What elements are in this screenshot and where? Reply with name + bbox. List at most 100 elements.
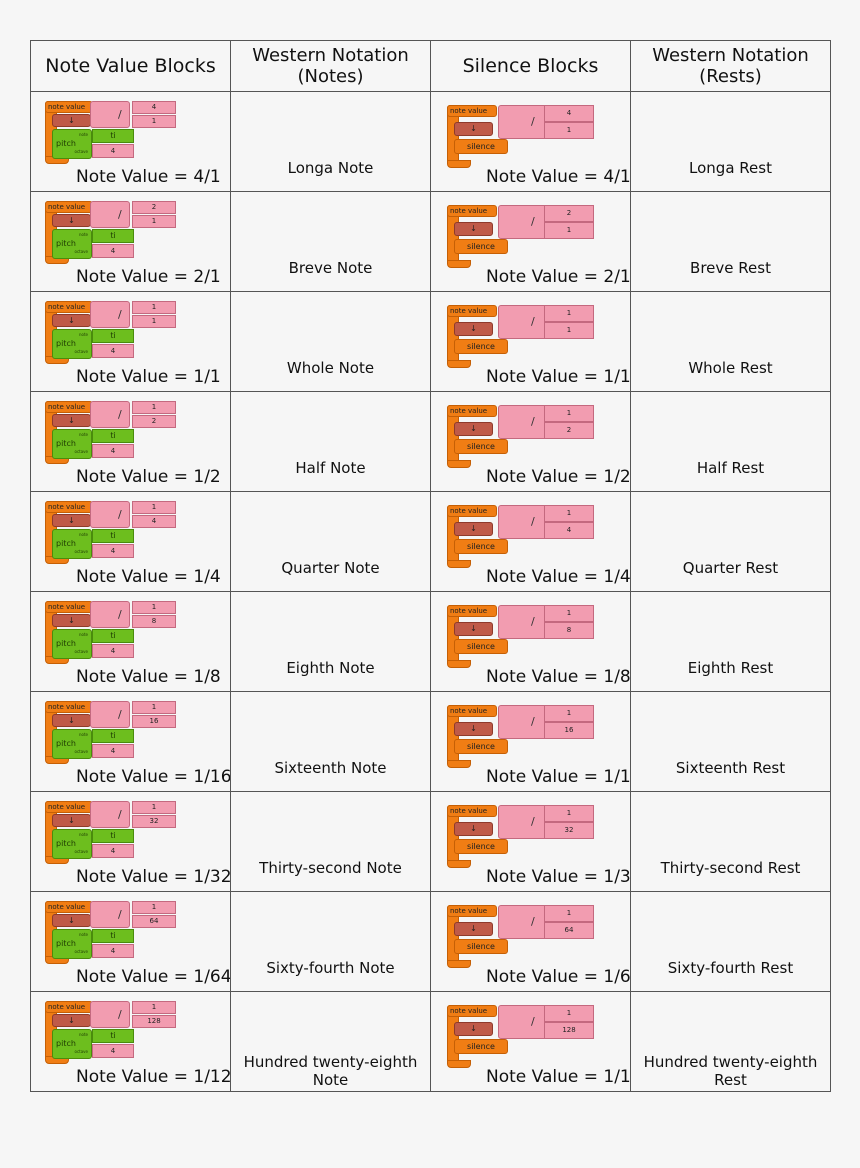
denominator-field[interactable]: 16: [132, 715, 176, 728]
denominator-field[interactable]: 32: [132, 815, 176, 828]
octave-field[interactable]: 4: [92, 444, 134, 458]
octave-field[interactable]: 4: [92, 744, 134, 758]
octave-field[interactable]: 4: [92, 244, 134, 258]
silence-block[interactable]: silence: [454, 439, 508, 454]
pitch-name-field[interactable]: ti: [92, 129, 134, 143]
silence-note-value-block[interactable]: note value ↓ / 1 16 silence: [447, 705, 630, 785]
denominator-field[interactable]: 1: [544, 222, 594, 239]
silence-block[interactable]: silence: [454, 639, 508, 654]
silence-block[interactable]: silence: [454, 239, 508, 254]
denominator-field[interactable]: 1: [132, 115, 176, 128]
numerator-field[interactable]: 1: [544, 705, 594, 722]
note-value-block[interactable]: note value ↓ / 1 16 note pitch octave ti…: [45, 701, 230, 781]
numerator-field[interactable]: 1: [132, 501, 176, 514]
numerator-field[interactable]: 2: [544, 205, 594, 222]
numerator-field[interactable]: 1: [132, 1001, 176, 1014]
silence-note-value-block[interactable]: note value ↓ / 1 4 silence: [447, 505, 630, 585]
pitch-name-field[interactable]: ti: [92, 229, 134, 243]
denominator-field[interactable]: 16: [544, 722, 594, 739]
numerator-field[interactable]: 1: [132, 301, 176, 314]
numerator-field[interactable]: 1: [132, 601, 176, 614]
silence-note-value-block[interactable]: note value ↓ / 1 2 silence: [447, 405, 630, 485]
pitch-name-field[interactable]: ti: [92, 929, 134, 943]
silence-block[interactable]: silence: [454, 539, 508, 554]
denominator-field[interactable]: 64: [132, 915, 176, 928]
note-value-block[interactable]: note value ↓ / 1 8 note pitch octave ti …: [45, 601, 230, 681]
numerator-field[interactable]: 1: [544, 505, 594, 522]
denominator-field[interactable]: 128: [132, 1015, 176, 1028]
pitch-name-field[interactable]: ti: [92, 529, 134, 543]
pitch-name-field[interactable]: ti: [92, 629, 134, 643]
note-value-block[interactable]: note value ↓ / 1 1 note pitch octave ti …: [45, 301, 230, 381]
silence-note-value-block[interactable]: note value ↓ / 1 1 silence: [447, 305, 630, 385]
silence-block[interactable]: silence: [454, 939, 508, 954]
silence-note-value-block[interactable]: note value ↓ / 2 1 silence: [447, 205, 630, 285]
octave-field[interactable]: 4: [92, 1044, 134, 1058]
octave-field[interactable]: 4: [92, 844, 134, 858]
pitch-name-field[interactable]: ti: [92, 829, 134, 843]
silence-note-value-block[interactable]: note value ↓ / 1 64 silence: [447, 905, 630, 985]
note-value-block[interactable]: note value ↓ / 4 1 note pitch octave ti …: [45, 101, 230, 181]
numerator-field[interactable]: 1: [132, 901, 176, 914]
denominator-field[interactable]: 8: [544, 622, 594, 639]
pitch-block[interactable]: note pitch octave: [52, 129, 92, 159]
denominator-field[interactable]: 2: [544, 422, 594, 439]
silence-block[interactable]: silence: [454, 839, 508, 854]
denominator-field[interactable]: 1: [544, 122, 594, 139]
numerator-field[interactable]: 1: [544, 805, 594, 822]
pitch-block[interactable]: note pitch octave: [52, 1029, 92, 1059]
denominator-field[interactable]: 8: [132, 615, 176, 628]
denominator-field[interactable]: 64: [544, 922, 594, 939]
pitch-block[interactable]: note pitch octave: [52, 229, 92, 259]
denominator-field[interactable]: 4: [544, 522, 594, 539]
octave-field[interactable]: 4: [92, 344, 134, 358]
numerator-field[interactable]: 1: [544, 605, 594, 622]
denominator-field[interactable]: 32: [544, 822, 594, 839]
note-value-block[interactable]: note value ↓ / 1 32 note pitch octave ti…: [45, 801, 230, 881]
numerator-field[interactable]: 1: [544, 905, 594, 922]
pitch-block[interactable]: note pitch octave: [52, 429, 92, 459]
numerator-field[interactable]: 1: [132, 701, 176, 714]
numerator-field[interactable]: 1: [544, 405, 594, 422]
silence-block[interactable]: silence: [454, 739, 508, 754]
silence-note-value-block[interactable]: note value ↓ / 1 8 silence: [447, 605, 630, 685]
denominator-field[interactable]: 1: [132, 315, 176, 328]
numerator-field[interactable]: 1: [132, 401, 176, 414]
octave-field[interactable]: 4: [92, 644, 134, 658]
denominator-field[interactable]: 1: [544, 322, 594, 339]
pitch-block[interactable]: note pitch octave: [52, 329, 92, 359]
numerator-field[interactable]: 2: [132, 201, 176, 214]
pitch-block[interactable]: note pitch octave: [52, 629, 92, 659]
pitch-block[interactable]: note pitch octave: [52, 529, 92, 559]
octave-field[interactable]: 4: [92, 544, 134, 558]
pitch-name-field[interactable]: ti: [92, 329, 134, 343]
pitch-name-field[interactable]: ti: [92, 429, 134, 443]
denominator-field[interactable]: 128: [544, 1022, 594, 1039]
numerator-field[interactable]: 1: [544, 1005, 594, 1022]
note-value-block[interactable]: note value ↓ / 1 128 note pitch octave t…: [45, 1001, 230, 1081]
silence-block[interactable]: silence: [454, 139, 508, 154]
numerator-field[interactable]: 1: [132, 801, 176, 814]
numerator-field[interactable]: 1: [544, 305, 594, 322]
silence-note-value-block[interactable]: note value ↓ / 1 32 silence: [447, 805, 630, 885]
pitch-name-field[interactable]: ti: [92, 729, 134, 743]
numerator-field[interactable]: 4: [544, 105, 594, 122]
denominator-field[interactable]: 2: [132, 415, 176, 428]
note-value-block[interactable]: note value ↓ / 1 2 note pitch octave ti …: [45, 401, 230, 481]
silence-block[interactable]: silence: [454, 1039, 508, 1054]
silence-note-value-block[interactable]: note value ↓ / 1 128 silence: [447, 1005, 630, 1085]
numerator-field[interactable]: 4: [132, 101, 176, 114]
octave-field[interactable]: 4: [92, 144, 134, 158]
note-value-block[interactable]: note value ↓ / 1 64 note pitch octave ti…: [45, 901, 230, 981]
note-value-block[interactable]: note value ↓ / 1 4 note pitch octave ti …: [45, 501, 230, 581]
note-value-block[interactable]: note value ↓ / 2 1 note pitch octave ti …: [45, 201, 230, 281]
denominator-field[interactable]: 4: [132, 515, 176, 528]
pitch-block[interactable]: note pitch octave: [52, 929, 92, 959]
silence-block[interactable]: silence: [454, 339, 508, 354]
pitch-name-field[interactable]: ti: [92, 1029, 134, 1043]
pitch-block[interactable]: note pitch octave: [52, 829, 92, 859]
pitch-block[interactable]: note pitch octave: [52, 729, 92, 759]
silence-note-value-block[interactable]: note value ↓ / 4 1 silence: [447, 105, 630, 185]
denominator-field[interactable]: 1: [132, 215, 176, 228]
octave-field[interactable]: 4: [92, 944, 134, 958]
